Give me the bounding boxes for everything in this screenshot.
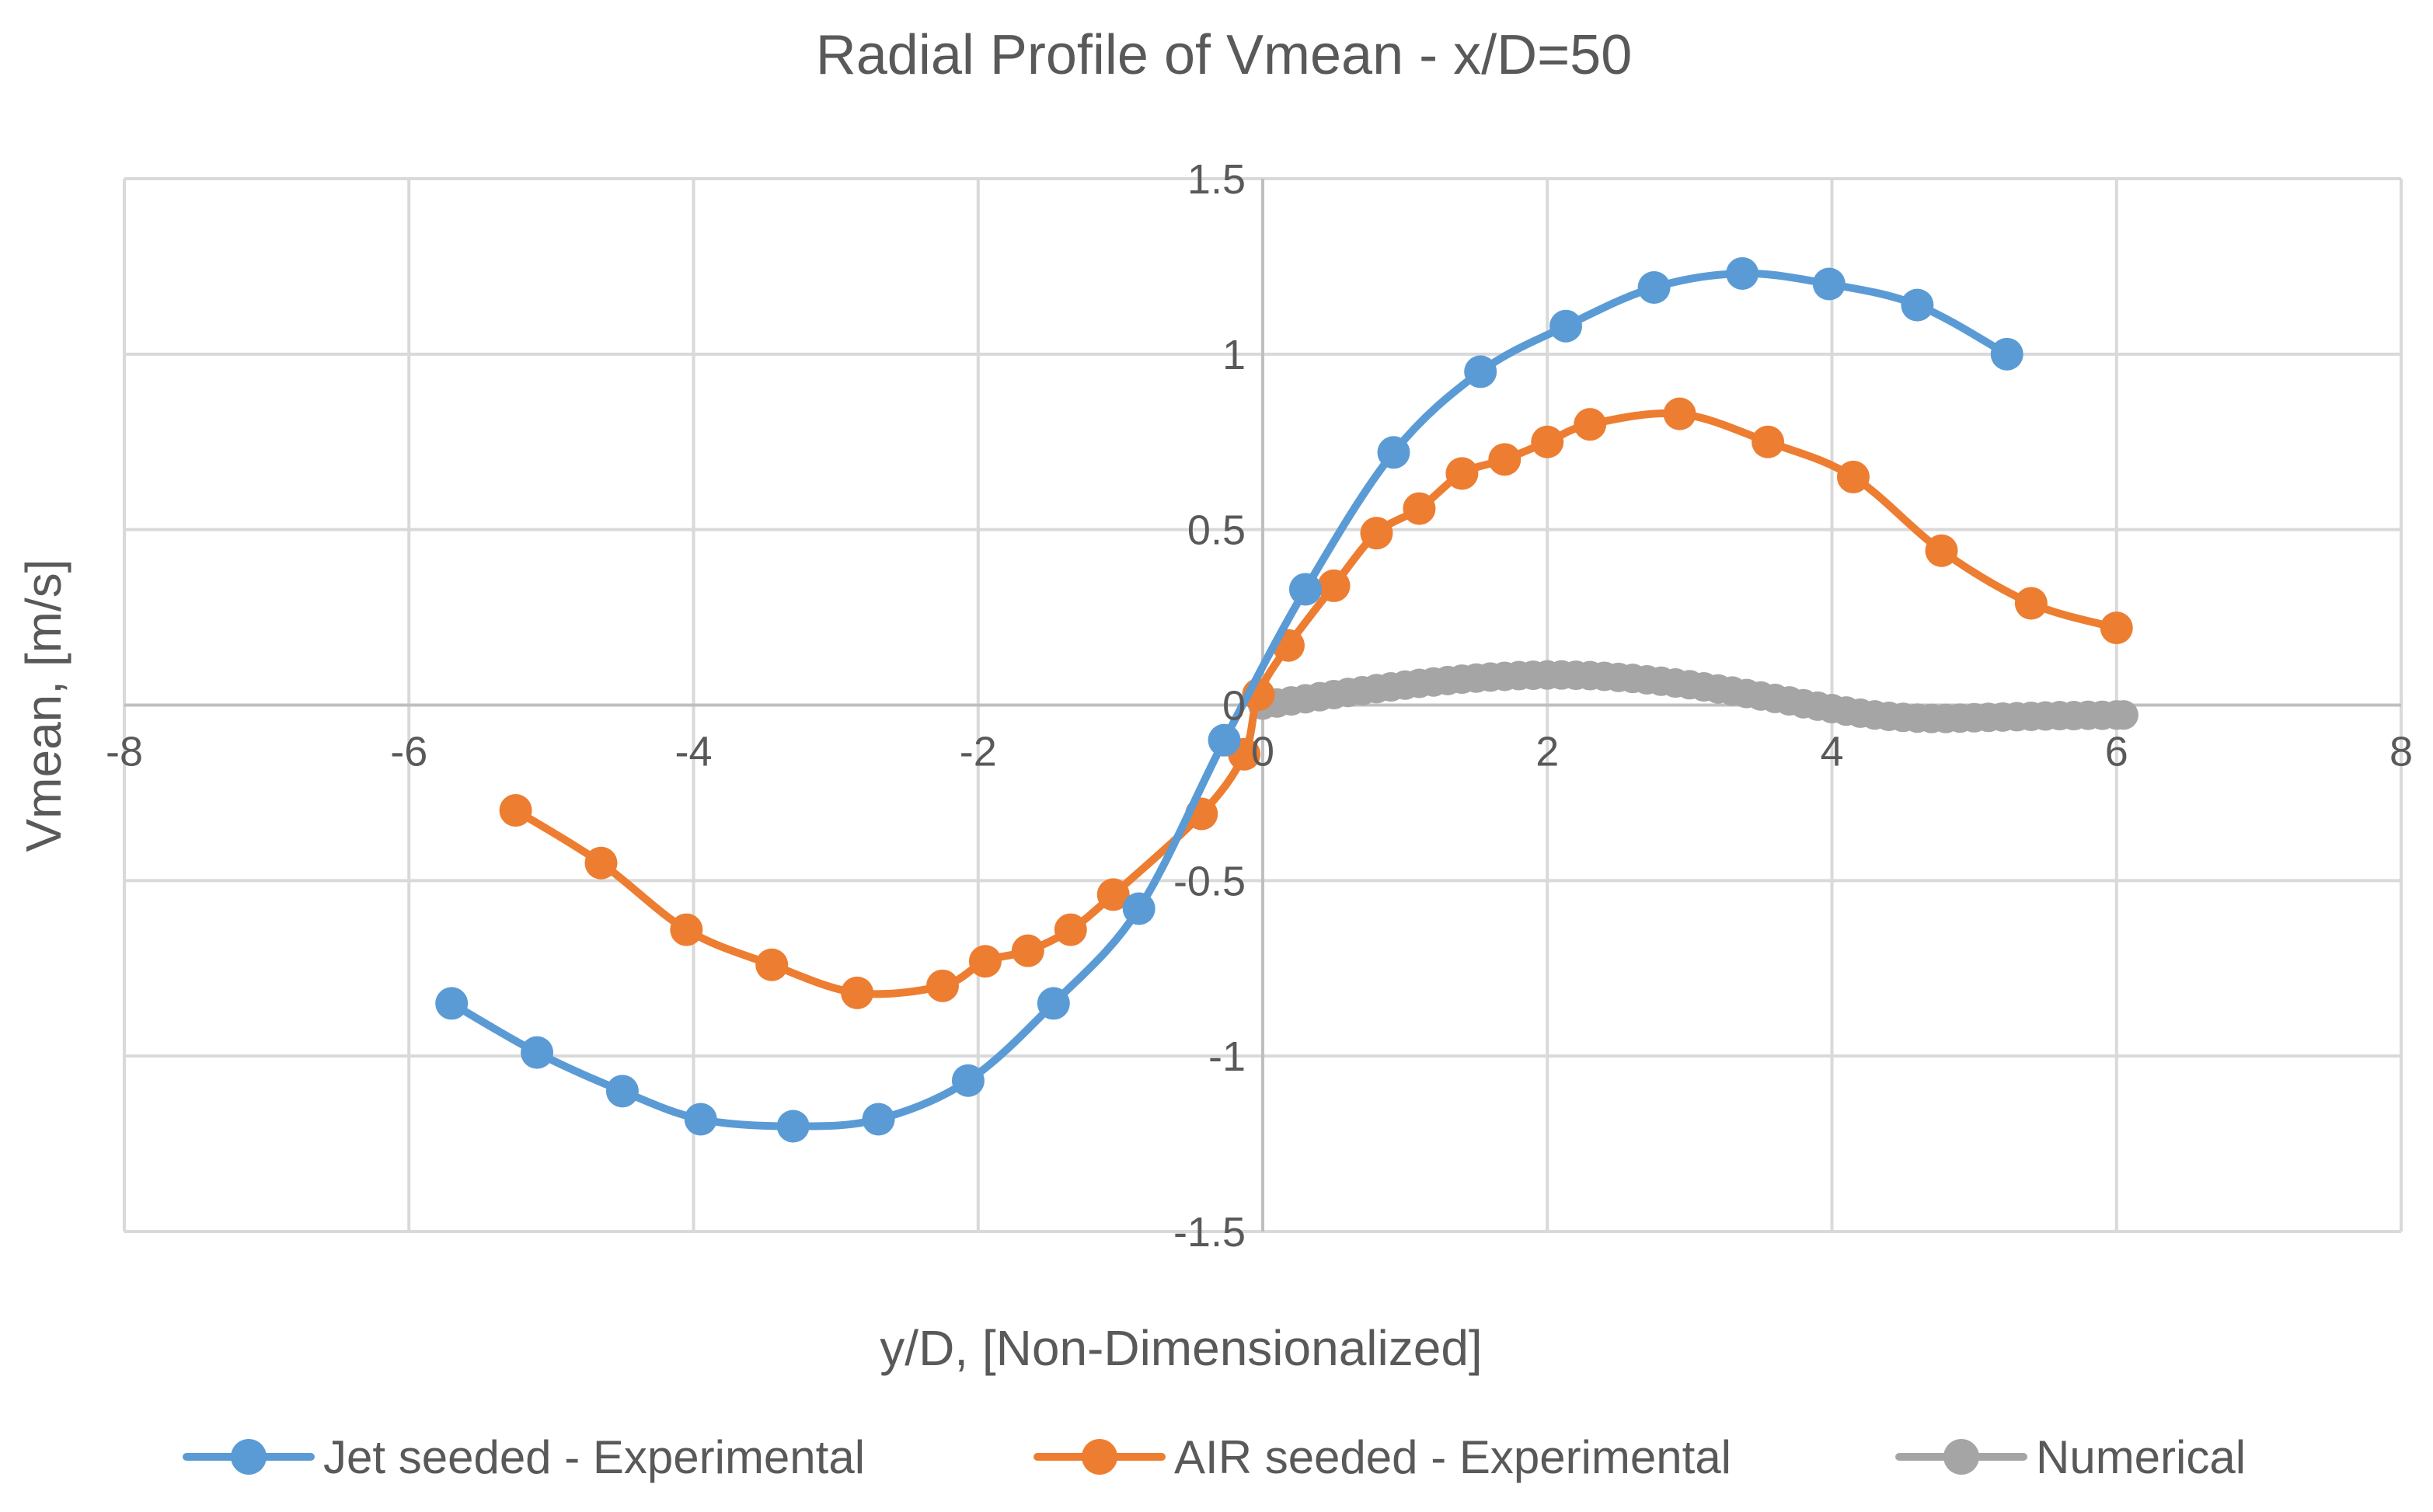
series-0-point-9 bbox=[1208, 723, 1241, 757]
tick-labels: -8 -6 -4 -2 0 2 4 6 8 -1.5 -1 -0.5 0 0.5 1 1.5 bbox=[106, 156, 2413, 1256]
series-1-point-23 bbox=[1836, 460, 1870, 493]
series-1-point-9 bbox=[1096, 878, 1130, 911]
series-2 bbox=[1248, 660, 2138, 733]
x-tick-label-7: 6 bbox=[2105, 729, 2128, 775]
x-tick-label-2: -4 bbox=[674, 729, 712, 775]
y-tick-label-1: -1 bbox=[1208, 1033, 1246, 1080]
legend: Jet seeded - Experimental AIR seeded - E… bbox=[183, 1431, 2246, 1483]
series-1-point-5 bbox=[925, 969, 959, 1002]
series-0-point-3 bbox=[684, 1103, 717, 1136]
series-0-point-2 bbox=[605, 1075, 639, 1108]
series-0-point-10 bbox=[1288, 573, 1322, 606]
series-1-point-19 bbox=[1531, 425, 1564, 458]
legend-label-numerical: Numerical bbox=[2036, 1431, 2246, 1483]
series-1-point-26 bbox=[2100, 611, 2133, 645]
series-1-point-0 bbox=[499, 794, 532, 827]
series-1-point-4 bbox=[841, 976, 874, 1009]
series-1-point-24 bbox=[1925, 534, 1958, 567]
series-0-point-13 bbox=[1549, 309, 1583, 343]
y-tick-label-2: -0.5 bbox=[1173, 858, 1246, 904]
series-0-point-12 bbox=[1464, 355, 1497, 388]
series-1-point-1 bbox=[584, 846, 618, 880]
series-1-point-3 bbox=[755, 948, 789, 981]
series-1-point-21 bbox=[1663, 397, 1696, 430]
legend-label-jet-seeded: Jet seeded - Experimental bbox=[323, 1431, 865, 1483]
series-0-point-15 bbox=[1726, 256, 1759, 290]
series-1-point-25 bbox=[2014, 587, 2048, 620]
series-1-point-20 bbox=[1574, 408, 1607, 441]
y-tick-label-0: -1.5 bbox=[1173, 1209, 1246, 1256]
y-axis-title: Vmean, [m/s] bbox=[16, 559, 71, 852]
series-1-point-8 bbox=[1054, 913, 1087, 946]
y-tick-label-6: 1.5 bbox=[1187, 156, 1246, 203]
x-tick-label-3: -2 bbox=[960, 729, 997, 775]
series-1-point-22 bbox=[1752, 425, 1785, 458]
series-0-point-16 bbox=[1812, 267, 1846, 301]
y-tick-label-4: 0.5 bbox=[1187, 507, 1246, 554]
series-0-point-18 bbox=[1990, 337, 2023, 371]
x-axis-title: y/D, [Non-Dimensionalized] bbox=[880, 1320, 1482, 1376]
series-0 bbox=[435, 256, 2023, 1143]
series-0-point-1 bbox=[521, 1036, 554, 1069]
series-1 bbox=[499, 397, 2133, 1009]
chart-title: Radial Profile of Vmean - x/D=50 bbox=[816, 24, 1633, 86]
legend-marker-dot-numerical bbox=[1943, 1439, 1979, 1475]
legend-label-air-seeded: AIR seeded - Experimental bbox=[1174, 1431, 1731, 1483]
series-1-point-18 bbox=[1488, 443, 1521, 476]
series-0-point-7 bbox=[1037, 987, 1070, 1020]
x-tick-label-5: 2 bbox=[1535, 729, 1559, 775]
series-2-point-61 bbox=[2108, 700, 2138, 730]
series-0-point-5 bbox=[862, 1103, 895, 1136]
x-tick-label-4: 0 bbox=[1251, 729, 1274, 775]
series-1-point-2 bbox=[670, 913, 703, 946]
series-1-point-14 bbox=[1317, 569, 1351, 602]
x-tick-label-0: -8 bbox=[106, 729, 143, 775]
series-0-point-6 bbox=[951, 1064, 985, 1097]
legend-item-numerical: Numerical bbox=[1895, 1431, 2246, 1483]
legend-item-jet-seeded: Jet seeded - Experimental bbox=[183, 1431, 865, 1483]
series-0-point-0 bbox=[435, 987, 469, 1020]
legend-marker-dot-air bbox=[1082, 1439, 1117, 1475]
series-0-point-14 bbox=[1637, 271, 1671, 305]
series-1-point-15 bbox=[1360, 517, 1393, 550]
y-tick-label-5: 1 bbox=[1222, 332, 1246, 378]
series-1-point-17 bbox=[1445, 457, 1479, 490]
series-0-point-11 bbox=[1377, 436, 1410, 469]
series-1-point-16 bbox=[1403, 492, 1436, 525]
series-1-point-7 bbox=[1011, 934, 1044, 967]
series-0-point-8 bbox=[1122, 892, 1156, 925]
series-layer bbox=[435, 256, 2138, 1143]
series-1-point-6 bbox=[968, 945, 1002, 978]
series-0-point-17 bbox=[1901, 288, 1934, 322]
y-tick-label-3: 0 bbox=[1222, 683, 1246, 730]
legend-marker-dot-jet bbox=[231, 1439, 267, 1475]
x-tick-label-1: -6 bbox=[390, 729, 427, 775]
x-tick-label-8: 8 bbox=[2389, 729, 2413, 775]
series-0-point-4 bbox=[776, 1110, 810, 1143]
legend-item-air-seeded: AIR seeded - Experimental bbox=[1034, 1431, 1731, 1483]
x-tick-label-6: 4 bbox=[1820, 729, 1843, 775]
